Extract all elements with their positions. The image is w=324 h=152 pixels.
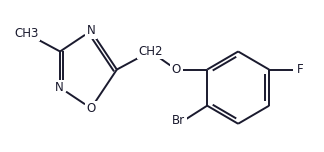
Text: F: F: [297, 63, 303, 76]
Text: CH3: CH3: [14, 27, 39, 40]
Text: N: N: [87, 24, 95, 37]
Text: CH2: CH2: [138, 45, 163, 58]
Text: Br: Br: [172, 114, 185, 127]
Text: O: O: [87, 102, 96, 115]
Text: O: O: [172, 63, 181, 76]
Text: N: N: [55, 81, 64, 94]
